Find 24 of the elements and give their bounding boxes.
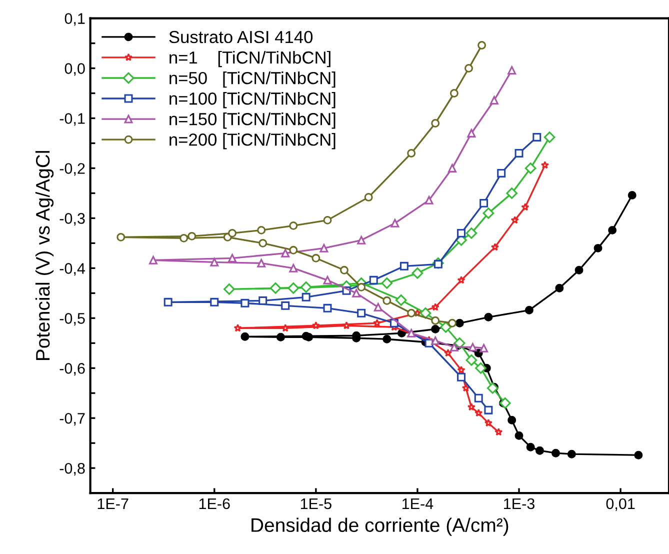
y-tick-label: -0,2 — [60, 163, 85, 176]
x-axis-title: Densidad de corriente (A/cm²) — [252, 518, 508, 536]
y-tick-label: -0,5 — [60, 313, 85, 326]
x-tick-label: 1E-6 — [199, 498, 230, 510]
x-tick-label: 1E-4 — [402, 498, 434, 509]
y-tick-label: 0,1 — [64, 13, 85, 26]
y-tick-label: -0,3 — [60, 213, 85, 226]
y-tick-label: -0,8 — [60, 462, 85, 476]
y-tick-label: 0,0 — [64, 63, 85, 76]
x-tick-label: 1E-3 — [504, 498, 534, 510]
y-axis-title: Potencial (V) vs Ag/AgCl — [35, 151, 54, 360]
y-tick-label: -0,6 — [60, 362, 85, 376]
legend-label: Sustrato AISI 4140 — [169, 30, 313, 44]
x-tick-label: 1E-5 — [300, 498, 332, 510]
legend-label: n=150 [TiCN/TiNbCN] — [170, 112, 336, 129]
legend-label: n=100 [TiCN/TiNbCN] — [170, 92, 336, 108]
legend-label: n=1 [TiCN/TiNbCN] — [170, 50, 330, 68]
y-tick-label: -0,4 — [60, 263, 86, 276]
x-tick-label: 1E-7 — [98, 498, 128, 509]
y-tick-label: -0,1 — [60, 113, 85, 126]
legend-label: n=50 [TiCN/TiNbCN] — [170, 71, 336, 88]
legend-label: n=200 [TiCN/TiNbCN] — [170, 133, 336, 150]
y-tick-label: -0,7 — [60, 412, 85, 426]
x-tick-label: 0,01 — [606, 498, 635, 511]
